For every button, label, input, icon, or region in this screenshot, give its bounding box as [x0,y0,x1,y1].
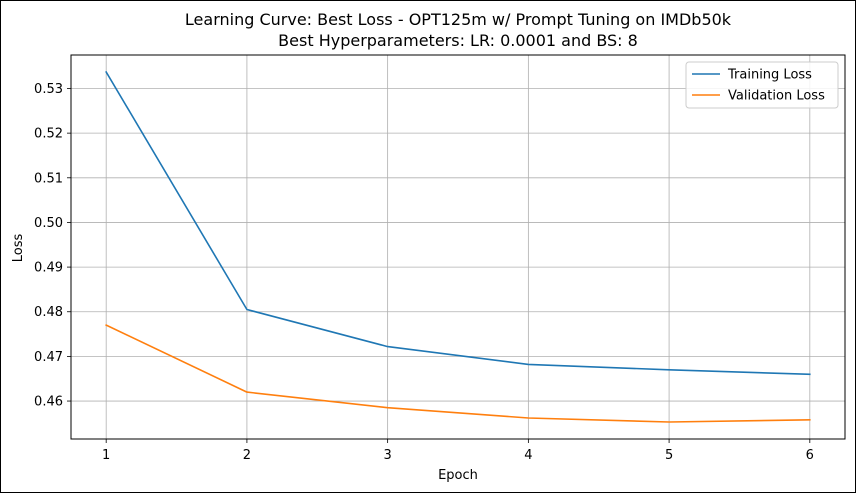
y-tick-label: 0.47 [34,350,63,365]
x-tick-label: 1 [102,448,110,463]
y-tick-label: 0.51 [34,171,63,186]
grid-lines [71,55,845,439]
y-tick-label: 0.49 [34,261,63,276]
chart-title: Learning Curve: Best Loss - OPT125m w/ P… [185,10,732,29]
legend-label: Validation Loss [728,89,825,104]
legend: Training Loss Validation Loss [685,61,839,109]
x-axis-ticks: 1 2 3 4 5 6 [102,439,814,463]
x-tick-label: 3 [383,448,391,463]
y-tick-label: 0.48 [34,305,63,320]
series-layer [105,70,811,423]
training-loss-line [105,70,811,376]
y-tick-label: 0.46 [34,395,63,410]
legend-label: Training Loss [727,68,812,83]
y-axis-label: Loss [11,234,26,263]
y-axis-ticks: 0.46 0.47 0.48 0.49 0.50 0.51 0.52 0.53 [34,82,71,410]
x-tick-label: 4 [524,448,532,463]
x-axis-label: Epoch [438,468,478,483]
validation-loss-line [105,324,811,423]
plot-area-border [70,54,846,440]
x-tick-label: 6 [806,448,814,463]
y-tick-label: 0.52 [34,127,63,142]
legend-box [685,61,839,109]
chart-subtitle: Best Hyperparameters: LR: 0.0001 and BS:… [278,31,638,50]
y-tick-label: 0.50 [34,216,63,231]
x-tick-label: 5 [665,448,673,463]
y-tick-label: 0.53 [34,82,63,97]
x-tick-label: 2 [243,448,251,463]
